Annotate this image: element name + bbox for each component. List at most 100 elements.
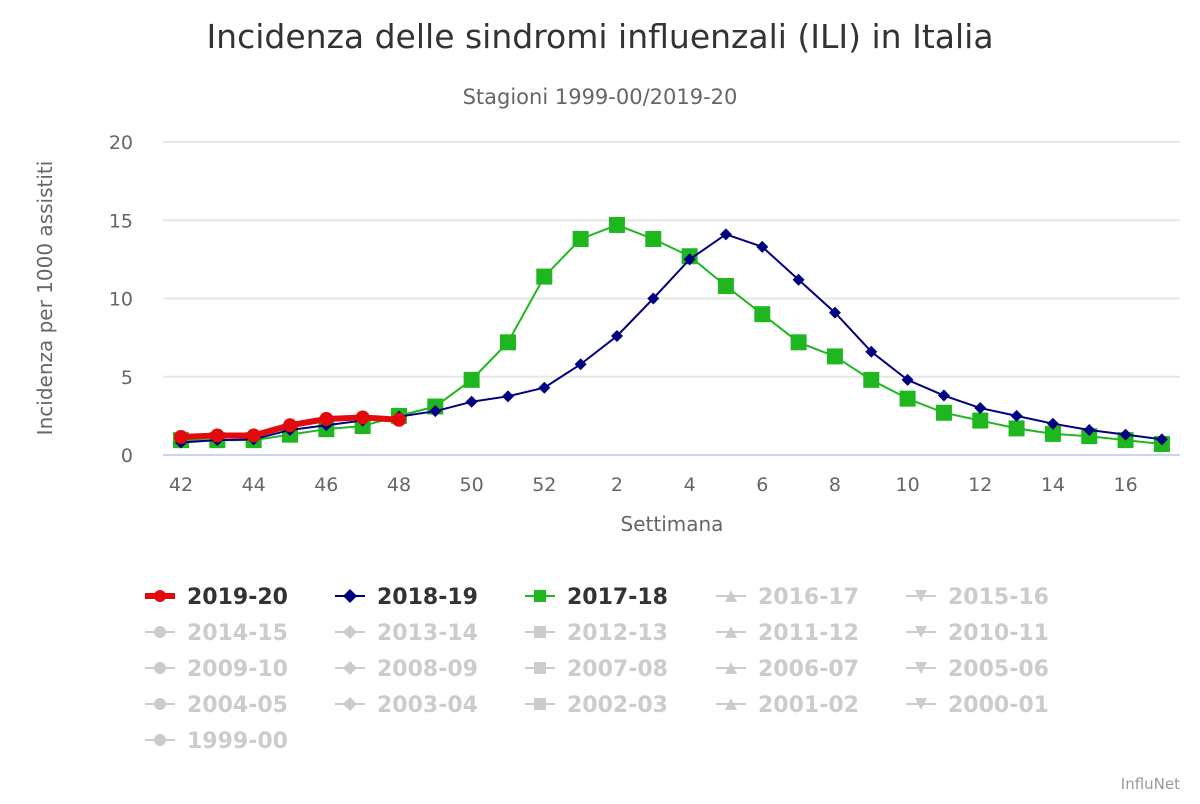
data-point [719, 228, 732, 241]
legend-label: 2003-04 [377, 693, 478, 718]
x-tick-label: 10 [896, 474, 920, 496]
legend-item-2017-18[interactable]: 2017-18 [525, 585, 668, 610]
legend-diamond-icon [343, 589, 357, 603]
legend-triangle-icon [725, 590, 737, 602]
legend-item-2000-01[interactable]: 2000-01 [906, 693, 1049, 718]
x-tick-label: 4 [684, 474, 696, 496]
data-point [1008, 420, 1025, 437]
legend-item-2014-15[interactable]: 2014-15 [145, 621, 288, 646]
series-2019-20[interactable] [174, 410, 406, 445]
data-point [1010, 409, 1023, 422]
data-point [1044, 425, 1061, 442]
data-point [937, 389, 950, 402]
legend-label: 2017-18 [567, 585, 668, 610]
legend-label: 2002-03 [567, 693, 668, 718]
legend-label: 2004-05 [187, 693, 288, 718]
legend-circle-icon [154, 698, 166, 710]
data-point [790, 334, 807, 351]
x-tick-label: 8 [829, 474, 841, 496]
legend-circle-icon [154, 734, 166, 746]
legend-label: 2016-17 [758, 585, 859, 610]
legend-item-2013-14[interactable]: 2013-14 [335, 621, 478, 646]
legend-triangle-down-icon [915, 590, 927, 602]
data-point [391, 412, 406, 427]
legend-label: 2013-14 [377, 621, 478, 646]
legend-label: 2010-11 [948, 621, 1049, 646]
legend-label: 2008-09 [377, 657, 478, 682]
data-point [610, 330, 623, 343]
x-tick-label: 52 [532, 474, 556, 496]
data-point [863, 371, 880, 388]
data-point [1119, 428, 1132, 441]
legend-item-2002-03[interactable]: 2002-03 [525, 693, 668, 718]
legend-item-2005-06[interactable]: 2005-06 [906, 657, 1049, 682]
data-point [683, 253, 696, 266]
legend-item-2011-12[interactable]: 2011-12 [716, 621, 859, 646]
data-point [538, 381, 551, 394]
legend-label: 2006-07 [758, 657, 859, 682]
data-point [1155, 433, 1168, 446]
series-2018-19[interactable] [175, 228, 1168, 449]
data-point [1081, 428, 1098, 445]
legend-item-2004-05[interactable]: 2004-05 [145, 693, 288, 718]
data-point [574, 358, 587, 371]
data-point [756, 240, 769, 253]
data-point [1046, 417, 1059, 430]
data-point [501, 390, 514, 403]
legend-item-2010-11[interactable]: 2010-11 [906, 621, 1049, 646]
data-point [1083, 423, 1096, 436]
data-point [645, 231, 662, 248]
x-tick-label: 12 [968, 474, 992, 496]
legend-item-2012-13[interactable]: 2012-13 [525, 621, 668, 646]
legend-item-2019-20[interactable]: 2019-20 [145, 585, 288, 610]
legend-label: 2001-02 [758, 693, 859, 718]
x-tick-label: 44 [242, 474, 266, 496]
x-tick-label: 16 [1113, 474, 1137, 496]
data-point [246, 428, 261, 443]
data-point [826, 348, 843, 365]
chart-title: Incidenza delle sindromi influenzali (IL… [206, 17, 993, 56]
legend-label: 2012-13 [567, 621, 668, 646]
legend-item-2015-16[interactable]: 2015-16 [906, 585, 1049, 610]
credit-text[interactable]: InfluNet [1121, 775, 1180, 793]
y-tick-label: 15 [109, 210, 133, 232]
data-point [536, 268, 553, 285]
series-group [173, 216, 1170, 453]
legend-label: 2011-12 [758, 621, 859, 646]
y-axis-ticks: 0 5 10 15 20 [109, 132, 133, 467]
data-point [647, 292, 660, 305]
legend-label: 1999-00 [187, 729, 288, 754]
legend-item-2009-10[interactable]: 2009-10 [145, 657, 288, 682]
data-point [974, 402, 987, 415]
data-point [608, 216, 625, 233]
legend-item-2008-09[interactable]: 2008-09 [335, 657, 478, 682]
data-point [935, 404, 952, 421]
x-axis-ticks: 42 44 46 48 50 52 2 4 6 8 10 12 14 16 [169, 474, 1138, 496]
legend-label: 2018-19 [377, 585, 478, 610]
legend-square-icon [534, 698, 546, 710]
x-tick-label: 46 [314, 474, 338, 496]
legend-item-2006-07[interactable]: 2006-07 [716, 657, 859, 682]
series-line [181, 223, 1163, 446]
data-point [865, 345, 878, 358]
y-tick-label: 0 [121, 445, 133, 467]
data-point [499, 334, 516, 351]
legend-item-1999-00[interactable]: 1999-00 [145, 729, 288, 754]
legend-item-2003-04[interactable]: 2003-04 [335, 693, 478, 718]
x-tick-label: 6 [756, 474, 768, 496]
legend-item-2016-17[interactable]: 2016-17 [716, 585, 859, 610]
data-point [174, 430, 188, 445]
data-point [828, 306, 841, 319]
legend-square-icon [534, 590, 546, 602]
legend-label: 2000-01 [948, 693, 1049, 718]
legend-square-icon [534, 662, 546, 674]
series-line [180, 233, 1163, 444]
legend-item-2001-02[interactable]: 2001-02 [716, 693, 859, 718]
legend: 2019-20 2018-19 2017-18 2016-17 2015-16 2014-… [145, 585, 1049, 754]
legend-item-2018-19[interactable]: 2018-19 [335, 585, 478, 610]
data-point [355, 410, 370, 425]
legend-diamond-icon [343, 697, 357, 711]
data-point [899, 390, 916, 407]
legend-item-2007-08[interactable]: 2007-08 [525, 657, 668, 682]
data-point [463, 371, 480, 388]
